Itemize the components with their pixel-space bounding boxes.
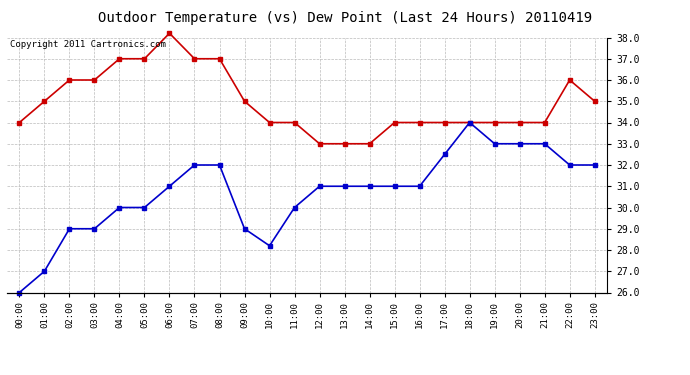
- Text: Copyright 2011 Cartronics.com: Copyright 2011 Cartronics.com: [10, 40, 166, 49]
- Text: Outdoor Temperature (vs) Dew Point (Last 24 Hours) 20110419: Outdoor Temperature (vs) Dew Point (Last…: [98, 11, 592, 25]
